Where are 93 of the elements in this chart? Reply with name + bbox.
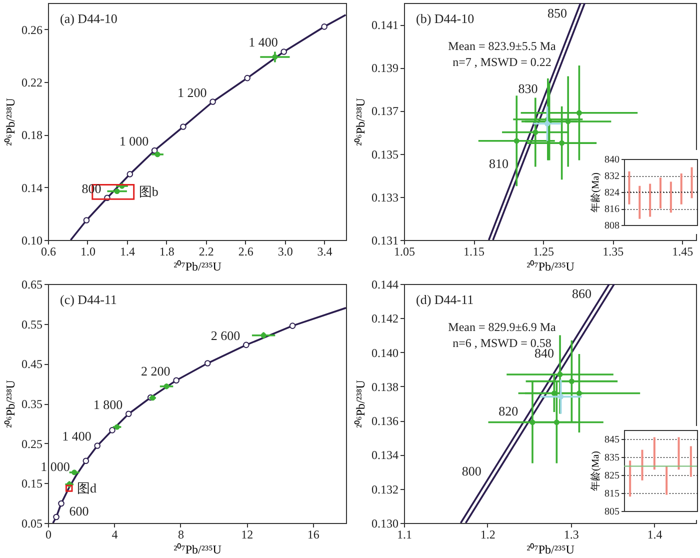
annotation: 810 [489, 156, 509, 172]
annotation: 1 000 [40, 458, 70, 474]
x-tick-label: 1.45 [672, 244, 694, 258]
x-tick-label: 1.8 [159, 244, 174, 258]
x-axis-title: ²⁰⁷Pb/²³⁵U [526, 260, 575, 274]
y-tick-label: 0.130 [372, 516, 398, 530]
y-axis-title: ²⁰⁶Pb/²³⁸U [354, 98, 368, 146]
text: (b) D44-10 [416, 11, 474, 26]
x-tick-label: 0 [46, 528, 52, 542]
annotation: 图b [138, 184, 158, 199]
annotation: 600 [69, 503, 89, 518]
x-tick-label: 12 [241, 528, 254, 542]
annotation: 800 [462, 463, 482, 478]
y-axis-title: ²⁰⁶Pb/²³⁸U [4, 380, 18, 428]
annotation: 1 200 [178, 84, 207, 100]
annotation: 830 [518, 80, 538, 96]
annotation: 1 400 [248, 34, 278, 50]
y-tick-label: 832 [604, 171, 620, 182]
y-axis-title: ²⁰⁶Pb/²³⁸U [4, 98, 18, 146]
y-tick-label: 0.35 [22, 397, 42, 411]
y-axis-title: 年龄(Ma) [590, 451, 602, 491]
y-tick-label: 0.131 [372, 234, 398, 248]
y-tick-label: 0.25 [22, 436, 42, 451]
x-tick-label: 1.1 [397, 528, 412, 542]
y-tick-label: 824 [604, 188, 620, 198]
y-tick-label: 0.137 [372, 104, 398, 118]
y-tick-label: 825 [604, 470, 620, 482]
x-tick-label: 1.4 [120, 244, 135, 258]
x-tick-label: 1.0 [80, 244, 96, 258]
y-tick-label: 805 [604, 506, 620, 518]
x-tick-label: 2.6 [238, 244, 254, 258]
y-tick-label: 840 [604, 154, 620, 166]
annotation: 2 600 [210, 328, 240, 343]
annotation: 850 [547, 5, 567, 20]
annotation: Mean = 829.9±6.9 Ma [448, 320, 557, 334]
x-tick-label: 4 [112, 528, 118, 542]
y-tick-label: 0.10 [22, 234, 42, 248]
annotation: 1 800 [93, 396, 123, 412]
y-tick-label: 0.22 [22, 76, 42, 90]
y-tick-label: 815 [604, 488, 620, 500]
y-axis-title: 年龄(Ma) [590, 172, 602, 212]
y-tick-label: 845 [604, 434, 620, 446]
x-axis-title: ²⁰⁷Pb/²³⁵U [174, 260, 222, 274]
y-tick-label: 0.138 [372, 380, 398, 394]
y-tick-label: 0.144 [372, 278, 398, 292]
x-tick-label: 1.3 [564, 528, 579, 542]
annotation: 1 400 [62, 428, 92, 444]
y-tick-label: 0.14 [22, 180, 42, 195]
annotation: 2 200 [141, 363, 170, 378]
x-tick-label: 2.2 [198, 244, 214, 258]
y-tick-label: 0.135 [372, 147, 398, 162]
x-tick-label: 3.4 [317, 244, 332, 258]
y-tick-label: 808 [604, 220, 620, 232]
x-tick-label: 3.0 [278, 244, 293, 258]
annotation: 1 000 [119, 133, 149, 148]
y-tick-label: 0.18 [22, 128, 42, 142]
y-tick-label: 0.45 [22, 357, 42, 372]
y-tick-label: 0.140 [372, 346, 398, 360]
y-tick-label: 0.133 [372, 190, 398, 204]
x-tick-label: 1.25 [533, 244, 554, 258]
annotation: 860 [572, 286, 592, 301]
y-tick-label: 0.141 [372, 18, 398, 32]
annotation: n=6 , MSWD = 0.58 [452, 336, 552, 350]
text: (c) D44-11 [60, 292, 117, 307]
y-axis-title: ²⁰⁶Pb/²³⁸U [354, 380, 368, 428]
annotation: n=7 , MSWD = 0.22 [452, 55, 552, 69]
y-tick-label: 0.139 [372, 61, 398, 76]
annotation: 图d [77, 480, 98, 496]
y-tick-label: 0.132 [372, 482, 398, 496]
x-tick-label: 1.2 [480, 528, 496, 542]
x-axis-title: ²⁰⁷Pb/²³⁵U [174, 542, 222, 556]
y-tick-label: 0.142 [372, 312, 398, 326]
x-tick-label: 1.05 [394, 244, 415, 258]
y-tick-label: 0.15 [22, 476, 42, 491]
x-tick-label: 1.35 [602, 244, 624, 258]
annotation: Mean = 823.9±5.5 Ma [448, 39, 557, 53]
y-tick-label: 835 [604, 452, 620, 464]
y-tick-label: 0.65 [22, 278, 42, 292]
y-tick-label: 0.136 [372, 414, 398, 428]
x-tick-label: 1.15 [464, 244, 485, 258]
y-tick-label: 0.26 [22, 22, 42, 37]
y-tick-label: 0.55 [22, 317, 42, 332]
x-tick-label: 16 [307, 528, 320, 542]
y-tick-label: 0.134 [372, 448, 398, 462]
annotation: 820 [498, 404, 518, 419]
text: (d) D44-11 [416, 292, 474, 307]
text: (a) D44-10 [60, 11, 118, 26]
x-tick-label: 0.6 [41, 244, 56, 258]
x-axis-title: ²⁰⁷Pb/²³⁵U [526, 542, 575, 556]
y-tick-label: 816 [604, 204, 620, 215]
y-tick-label: 0.05 [22, 516, 42, 530]
x-tick-label: 1.4 [647, 528, 662, 542]
x-tick-label: 8 [178, 528, 184, 542]
